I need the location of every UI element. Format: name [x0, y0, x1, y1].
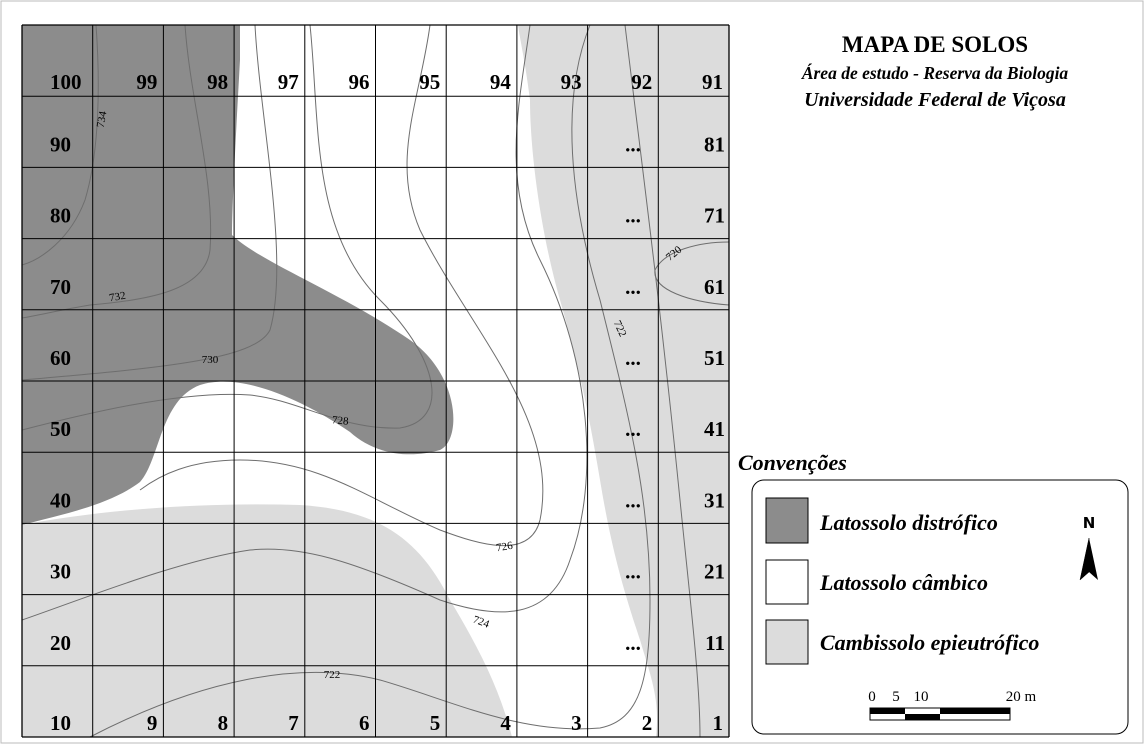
grid-labels: 100 99 98 97 96 95 94 93 92 919080706050403020817…	[50, 70, 725, 735]
contour-label: 732	[108, 290, 126, 305]
cell-label: 94	[490, 70, 512, 94]
legend-swatch	[765, 497, 809, 544]
contour-line	[21, 24, 99, 266]
legend-label: Cambissolo epieutrófico	[820, 630, 1039, 655]
legend-label: Latossolo distrófico	[819, 510, 998, 535]
cell-label: 51	[704, 346, 725, 370]
scale-block	[940, 708, 1010, 714]
cell-label: 4	[500, 711, 511, 735]
cell-label: 30	[50, 560, 71, 584]
cambissolo-region	[22, 504, 512, 737]
latossolo-distrofico-region	[22, 25, 454, 525]
contour-label: 724	[471, 614, 491, 631]
cell-label: 50	[50, 417, 71, 441]
cell-label: 40	[50, 488, 71, 512]
cell-label: 96	[349, 70, 370, 94]
cell-label: 93	[561, 70, 582, 94]
cell-label: 7	[288, 711, 299, 735]
cell-label: 90	[50, 132, 71, 156]
scale-label: 10	[914, 689, 929, 705]
contour-label: 722	[324, 669, 341, 681]
contour-line	[21, 24, 588, 621]
cell-label: 97	[278, 70, 299, 94]
contour-label: 734	[95, 110, 110, 129]
legend-box	[751, 479, 1129, 735]
scale-bar	[869, 707, 1011, 721]
cell-ellipsis: ...	[625, 417, 641, 441]
cell-ellipsis: ...	[625, 132, 641, 156]
cell-label: 71	[704, 204, 725, 228]
legend-label: Latossolo câmbico	[819, 570, 988, 595]
cell-ellipsis: ...	[625, 560, 641, 584]
institution: Universidade Federal de Viçosa	[804, 89, 1066, 111]
cell-label: 41	[704, 417, 725, 441]
north-arrow	[1089, 538, 1098, 580]
cell-label: 99	[136, 70, 157, 94]
scale-label: 20 m	[1006, 689, 1037, 705]
cell-label: 81	[704, 132, 725, 156]
cell-label: 6	[359, 711, 370, 735]
scale-label: 5	[892, 689, 900, 705]
cell-label: 11	[705, 631, 725, 655]
cell-ellipsis: ...	[625, 488, 641, 512]
cell-ellipsis: ...	[625, 275, 641, 299]
cell-label: 10	[50, 711, 71, 735]
north-label: N	[1083, 514, 1096, 532]
legend-title: Convenções	[738, 450, 847, 475]
cell-label: 61	[704, 275, 725, 299]
legend-swatch	[765, 619, 809, 665]
cell-label: 21	[704, 560, 725, 584]
cell-label: 9	[147, 711, 158, 735]
cell-label: 3	[571, 711, 582, 735]
cell-label: 5	[430, 711, 441, 735]
contour-line	[624, 24, 701, 738]
contour-line	[21, 24, 433, 431]
map-subtitle: Área de estudo - Reserva da Biologia	[801, 63, 1069, 83]
cell-label: 91	[702, 70, 723, 94]
scale-block	[870, 708, 905, 714]
cell-ellipsis: ...	[625, 346, 641, 370]
cell-label: 60	[50, 346, 71, 370]
cell-label: 95	[419, 70, 440, 94]
cell-ellipsis: ...	[625, 204, 641, 228]
contour-label: 728	[332, 414, 350, 427]
cell-label: 8	[218, 711, 229, 735]
cell-label: 92	[631, 70, 652, 94]
cell-label: 98	[207, 70, 228, 94]
cell-label: 80	[50, 204, 71, 228]
grid	[21, 24, 730, 738]
cell-label: 20	[50, 631, 71, 655]
map-title: MAPA DE SOLOS	[842, 32, 1028, 57]
cell-label: 70	[50, 275, 71, 299]
contour-line	[21, 24, 278, 381]
north-arrow	[1079, 537, 1090, 581]
contour-line	[139, 24, 544, 547]
contour-line	[654, 241, 730, 306]
scale-block	[905, 714, 940, 720]
contour-label: 730	[202, 354, 219, 366]
cell-label: 100	[50, 70, 82, 94]
cell-ellipsis: ...	[625, 631, 641, 655]
legend-swatch	[765, 559, 809, 605]
scale-labels: 0 5 10 20 m	[868, 689, 1036, 705]
cell-label: 1	[713, 711, 724, 735]
cell-label: 2	[642, 711, 653, 735]
cell-label: 31	[704, 488, 725, 512]
scale-label: 0	[868, 689, 876, 705]
contour-label: 726	[495, 540, 514, 555]
